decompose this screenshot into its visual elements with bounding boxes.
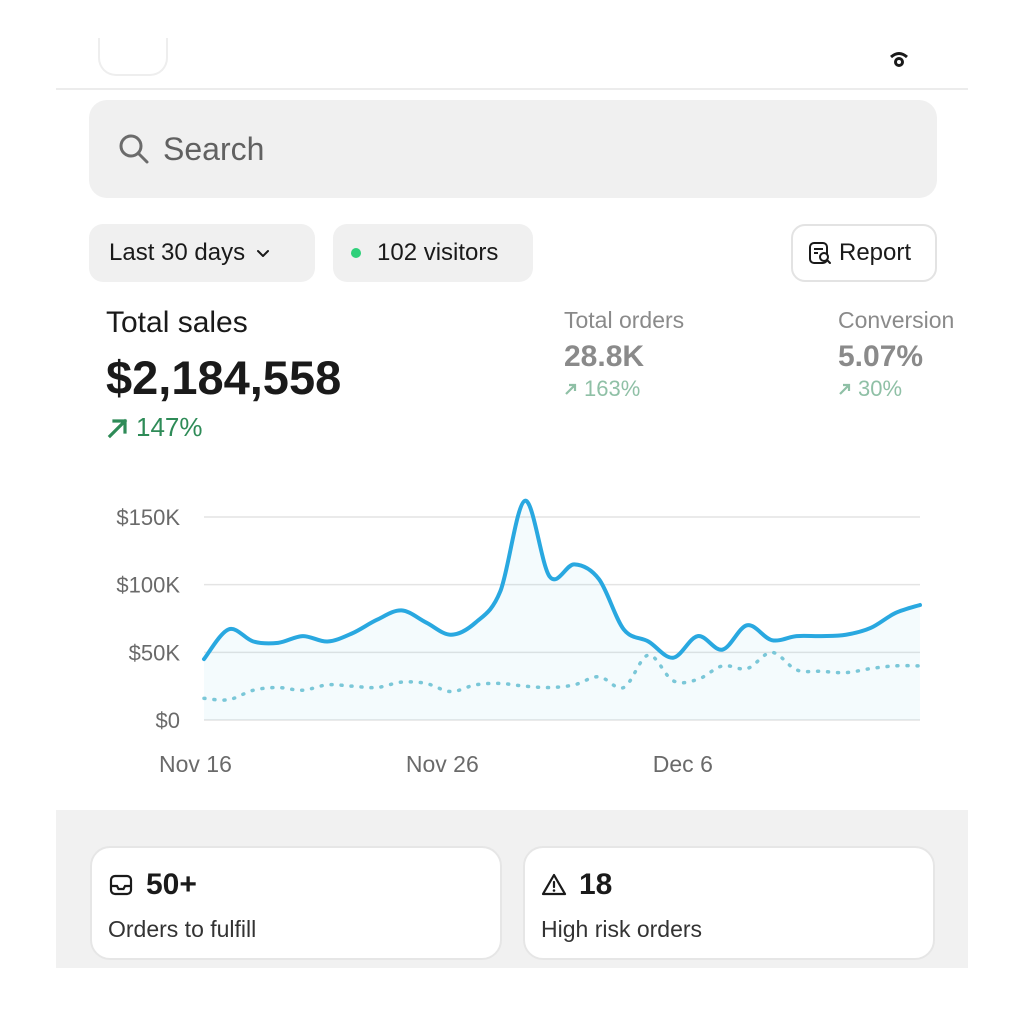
trend-up-icon xyxy=(839,383,851,395)
store-avatar[interactable] xyxy=(98,38,168,76)
report-label: Report xyxy=(839,239,912,266)
high-risk-orders-label: High risk orders xyxy=(541,916,703,942)
search-input[interactable]: Search xyxy=(89,100,937,198)
live-dot-icon xyxy=(351,248,361,258)
total-orders-delta: 163% xyxy=(564,376,684,402)
orders-to-fulfill-card[interactable]: 50+ Orders to fulfill xyxy=(90,846,502,960)
sales-chart[interactable]: $150K $100K $50K $0 Nov 16 Nov 26 Dec 6 xyxy=(56,470,968,800)
total-sales-delta: 147% xyxy=(106,412,203,443)
conversion-metric[interactable]: Conversion 5.07% 30% xyxy=(838,307,954,402)
series-sales-area xyxy=(204,500,920,720)
summary-section: 50+ Orders to fulfill 18 High risk order… xyxy=(56,810,968,968)
total-sales-value: $2,184,558 xyxy=(106,351,342,404)
chevron-down-icon xyxy=(257,250,270,257)
live-visitors-pill[interactable]: 102 visitors xyxy=(333,224,533,282)
x-tick-label: Nov 16 xyxy=(159,751,232,777)
report-button[interactable]: Report xyxy=(791,224,937,282)
high-risk-orders-count: 18 xyxy=(579,868,613,901)
date-range-selector[interactable]: Last 30 days xyxy=(89,224,315,282)
total-sales-label: Total sales xyxy=(106,306,248,339)
conversion-delta-value: 30% xyxy=(858,376,903,401)
inbox-icon xyxy=(109,874,133,896)
x-tick-label: Nov 26 xyxy=(406,751,479,777)
search-icon xyxy=(119,134,149,164)
conversion-delta: 30% xyxy=(838,376,954,402)
total-orders-label: Total orders xyxy=(564,307,685,333)
app-frame: Search Last 30 days 102 visitors Report … xyxy=(56,0,968,968)
report-icon xyxy=(809,242,831,264)
alert-triangle-icon xyxy=(541,873,567,896)
conversion-value: 5.07% xyxy=(838,340,924,373)
y-tick-label: $150K xyxy=(116,505,180,530)
series-sales-line xyxy=(202,498,922,662)
top-bar xyxy=(56,0,968,90)
total-orders-metric[interactable]: Total orders 28.8K 163% xyxy=(564,307,684,402)
series-comparison-line xyxy=(202,650,922,702)
visitors-label: 102 visitors xyxy=(377,239,499,266)
x-tick-label: Dec 6 xyxy=(653,751,713,777)
orders-to-fulfill-count: 50+ xyxy=(146,868,197,901)
search-placeholder: Search xyxy=(163,130,265,167)
high-risk-orders-card[interactable]: 18 High risk orders xyxy=(523,846,935,960)
trend-up-icon xyxy=(565,383,577,395)
y-tick-label: $100K xyxy=(116,573,180,598)
orders-to-fulfill-label: Orders to fulfill xyxy=(108,916,257,942)
bell-icon[interactable] xyxy=(884,40,914,70)
total-orders-delta-value: 163% xyxy=(584,376,641,401)
trend-up-icon xyxy=(107,418,128,438)
date-range-label: Last 30 days xyxy=(109,239,246,266)
total-orders-value: 28.8K xyxy=(564,340,645,373)
total-sales-delta-value: 147% xyxy=(136,412,203,442)
conversion-label: Conversion xyxy=(838,307,955,333)
y-tick-label: $0 xyxy=(156,708,180,733)
y-tick-label: $50K xyxy=(129,640,181,665)
